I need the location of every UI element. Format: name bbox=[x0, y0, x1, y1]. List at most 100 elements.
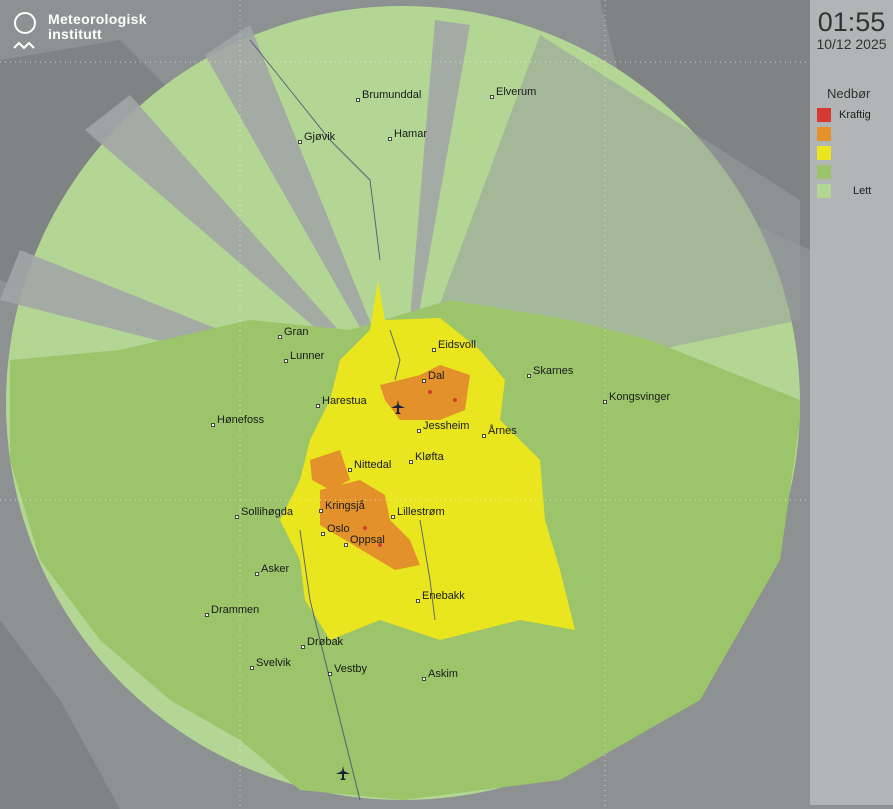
city-marker-icon bbox=[417, 429, 421, 433]
legend-swatch bbox=[817, 183, 831, 198]
city-marker-icon bbox=[422, 379, 426, 383]
legend-swatch bbox=[817, 107, 831, 122]
city-marker-icon bbox=[391, 515, 395, 519]
city-brumunddal: Brumunddal bbox=[356, 89, 421, 102]
city-marker-icon bbox=[250, 666, 254, 670]
city-label: Drammen bbox=[211, 604, 259, 616]
city-label: Askim bbox=[428, 668, 458, 680]
legend-swatch bbox=[817, 164, 831, 179]
city-label: Nittedal bbox=[354, 459, 391, 471]
city-skarnes: Skarnes bbox=[527, 365, 574, 378]
city-label: Lunner bbox=[290, 350, 325, 362]
city-oppsal: Oppsal bbox=[344, 534, 385, 547]
city-oslo: Oslo bbox=[321, 523, 350, 536]
city-marker-icon bbox=[298, 140, 302, 144]
city-svelvik: Svelvik bbox=[250, 657, 291, 670]
city-nittedal: Nittedal bbox=[348, 459, 391, 472]
city-label: Enebakk bbox=[422, 590, 465, 602]
city-askim: Askim bbox=[422, 668, 458, 681]
city-eidsvoll: Eidsvoll bbox=[432, 339, 476, 352]
city-marker-icon bbox=[388, 137, 392, 141]
city-marker-icon bbox=[527, 374, 531, 378]
airports bbox=[336, 400, 405, 780]
city-marker-icon bbox=[284, 359, 288, 363]
legend-label: Lett bbox=[853, 184, 872, 197]
legend: Kraftig Lett bbox=[810, 105, 893, 200]
precip-very-heavy bbox=[363, 390, 457, 547]
airport-icon bbox=[391, 400, 405, 414]
city-label: Dal bbox=[428, 370, 445, 382]
city-årnes: Årnes bbox=[482, 424, 517, 438]
city-label: Asker bbox=[261, 563, 289, 575]
city-hønefoss: Hønefoss bbox=[211, 414, 265, 427]
city-drøbak: Drøbak bbox=[301, 636, 344, 649]
city-marker-icon bbox=[344, 543, 348, 547]
lakes-coastline bbox=[249, 39, 436, 801]
city-markers: Brumunddal Elverum Gjøvik Hamar Gran Lunner Ei… bbox=[205, 86, 670, 681]
legend-item: Lett bbox=[810, 181, 893, 200]
city-marker-icon bbox=[328, 672, 332, 676]
city-label: Kløfta bbox=[415, 451, 445, 463]
legend-item bbox=[810, 143, 893, 162]
legend-item: Kraftig bbox=[810, 105, 893, 124]
city-sollihøgda: Sollihøgda bbox=[235, 506, 294, 519]
city-marker-icon bbox=[482, 434, 486, 438]
city-label: Lillestrøm bbox=[397, 506, 445, 518]
city-label: Hønefoss bbox=[217, 414, 265, 426]
city-marker-icon bbox=[422, 677, 426, 681]
city-label: Oppsal bbox=[350, 534, 385, 546]
city-elverum: Elverum bbox=[490, 86, 536, 99]
city-marker-icon bbox=[409, 460, 413, 464]
city-kongsvinger: Kongsvinger bbox=[603, 391, 670, 404]
legend-title: Nedbør bbox=[827, 86, 871, 101]
city-kløfta: Kløfta bbox=[409, 451, 445, 464]
legend-label: Kraftig bbox=[839, 108, 871, 121]
city-marker-icon bbox=[255, 572, 259, 576]
city-gjøvik: Gjøvik bbox=[298, 131, 336, 144]
city-marker-icon bbox=[235, 515, 239, 519]
city-vestby: Vestby bbox=[328, 663, 368, 676]
city-label: Oslo bbox=[327, 523, 350, 535]
city-drammen: Drammen bbox=[205, 604, 259, 617]
radar-date: 10/12 2025 bbox=[816, 36, 887, 52]
city-marker-icon bbox=[490, 95, 494, 99]
city-marker-icon bbox=[211, 423, 215, 427]
city-enebakk: Enebakk bbox=[416, 590, 465, 603]
city-marker-icon bbox=[205, 613, 209, 617]
city-hamar: Hamar bbox=[388, 128, 427, 141]
city-label: Svelvik bbox=[256, 657, 291, 669]
legend-item bbox=[810, 162, 893, 181]
city-label: Jessheim bbox=[423, 420, 469, 432]
met-logo: Meteorologisk institutt bbox=[12, 12, 147, 52]
legend-swatch bbox=[817, 126, 831, 141]
city-marker-icon bbox=[348, 468, 352, 472]
city-label: Eidsvoll bbox=[438, 339, 476, 351]
city-label: Kringsjå bbox=[325, 500, 366, 512]
city-marker-icon bbox=[416, 599, 420, 603]
city-label: Skarnes bbox=[533, 365, 574, 377]
city-harestua: Harestua bbox=[316, 395, 368, 408]
city-label: Sollihøgda bbox=[241, 506, 294, 518]
city-label: Hamar bbox=[394, 128, 427, 140]
met-logo-icon bbox=[13, 12, 36, 50]
legend-item bbox=[810, 124, 893, 143]
city-marker-icon bbox=[316, 404, 320, 408]
city-marker-icon bbox=[432, 348, 436, 352]
city-lunner: Lunner bbox=[284, 350, 325, 363]
info-panel: 01:55 10/12 2025 Nedbør Kraftig Lett bbox=[810, 0, 893, 805]
city-label: Drøbak bbox=[307, 636, 344, 648]
city-kringsjå: Kringsjå bbox=[319, 500, 366, 513]
airport-icon bbox=[336, 766, 350, 780]
city-marker-icon bbox=[321, 532, 325, 536]
logo-line1: Meteorologisk bbox=[48, 11, 147, 27]
city-label: Elverum bbox=[496, 86, 536, 98]
city-marker-icon bbox=[356, 98, 360, 102]
city-marker-icon bbox=[278, 335, 282, 339]
city-asker: Asker bbox=[255, 563, 289, 576]
radar-time: 01:55 bbox=[817, 7, 886, 37]
city-marker-icon bbox=[301, 645, 305, 649]
legend-swatch bbox=[817, 145, 831, 160]
city-dal: Dal bbox=[422, 370, 445, 383]
logo-line2: institutt bbox=[48, 26, 103, 42]
